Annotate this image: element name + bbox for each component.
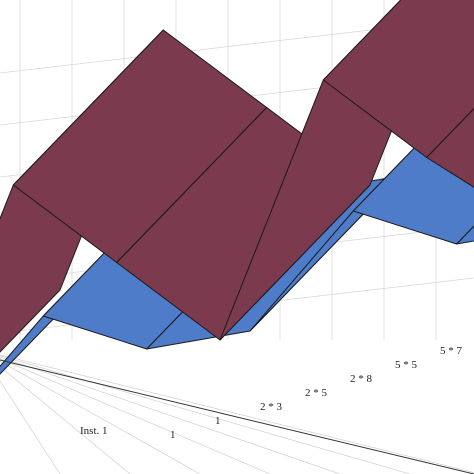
chart-axes: 1 1 2 * 3 2 * 5 2 * 8 5 * 5 5 * 7 bbox=[0, 345, 474, 474]
floor-line bbox=[0, 366, 131, 474]
x-axis-line bbox=[0, 359, 474, 474]
x-tick-label: 5 * 5 bbox=[395, 359, 418, 371]
x-tick-label: 2 * 8 bbox=[350, 373, 373, 385]
floor-line bbox=[0, 354, 474, 473]
floor-line bbox=[0, 358, 271, 474]
x-tick-label: 1 bbox=[215, 415, 221, 427]
x-axis-label: Inst. 1 bbox=[80, 425, 108, 437]
floor-line bbox=[0, 356, 341, 474]
x-tick-label: 2 * 3 bbox=[260, 401, 283, 413]
upper-surface-facet bbox=[426, 107, 474, 188]
x-tick-label: 5 * 7 bbox=[440, 345, 463, 357]
lower-surface-facet bbox=[456, 225, 474, 245]
x-tick-label: 2 * 5 bbox=[305, 387, 328, 399]
x-tick-label: 1 bbox=[170, 429, 176, 441]
floor-line bbox=[0, 380, 61, 474]
upper-surface-facet bbox=[322, 0, 474, 158]
chart-surfaces bbox=[0, 0, 474, 375]
floor-line bbox=[0, 360, 201, 474]
floor-line bbox=[0, 355, 411, 474]
